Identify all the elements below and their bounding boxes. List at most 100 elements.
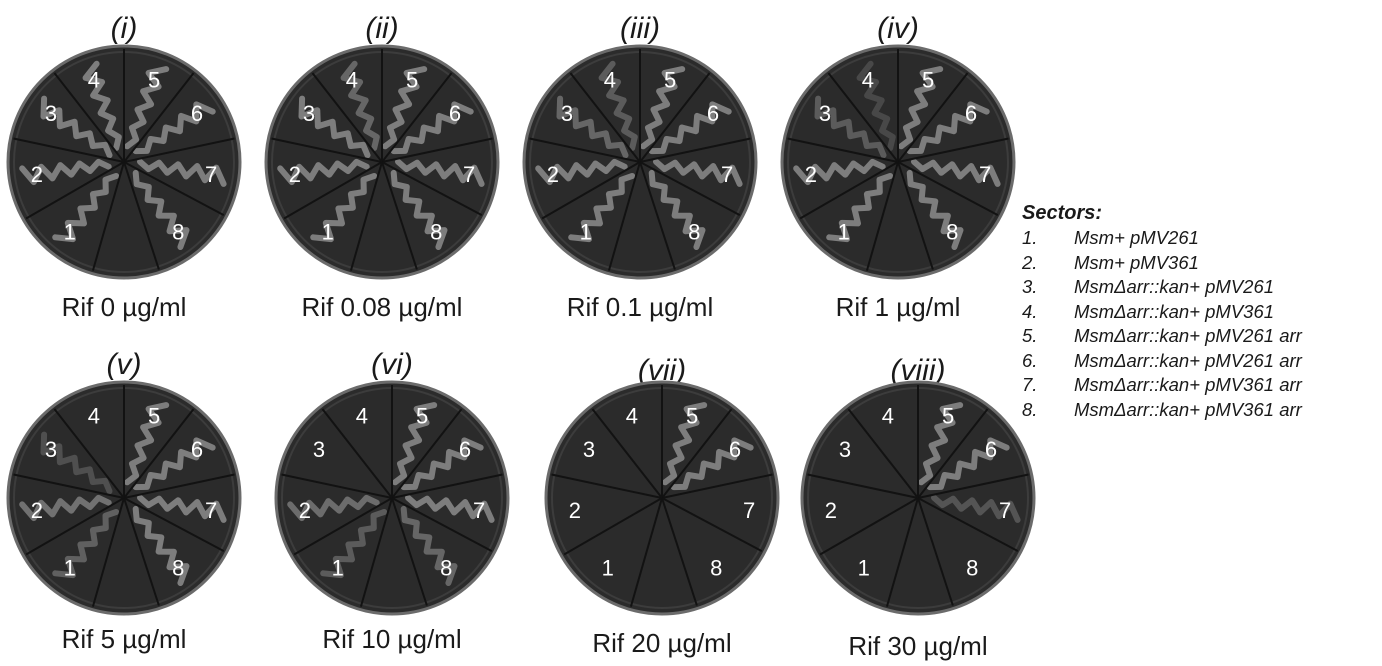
sector-number: 4 (356, 403, 368, 428)
legend-item: 5. MsmΔarr::kan+ pMV261 arr (1022, 324, 1380, 349)
sector-number: 4 (626, 403, 638, 428)
sector-number: 1 (332, 555, 344, 580)
sector-divider (381, 137, 493, 163)
sector-number: 3 (583, 437, 595, 462)
legend-item-number: 6. (1022, 349, 1038, 371)
sector-number: 8 (946, 219, 958, 244)
sector-number: 5 (686, 403, 698, 428)
sector-number: 6 (191, 437, 203, 462)
legend-item-text: Msm+ pMV361 (1074, 251, 1199, 273)
plate-panel-iii: (iii) 1 2 3 4 5 6 7 8 Rif 0.1 µg/ml (520, 0, 760, 330)
growth-streak (320, 509, 388, 579)
plate-caption: Rif 0.1 µg/ml (566, 292, 714, 322)
sector-number: 8 (172, 219, 184, 244)
legend-item-number: 4. (1022, 300, 1038, 322)
sector-number: 4 (604, 67, 616, 92)
legend-item-number: 1. (1022, 227, 1038, 248)
sector-number: 7 (205, 498, 217, 523)
sector-number: 7 (979, 162, 991, 187)
sector-divider (123, 497, 160, 606)
sector-number: 1 (64, 219, 76, 244)
plate-roman-label: (iv) (877, 12, 919, 45)
plate-roman-label: (viii) (890, 354, 946, 387)
legend-item-text: MsmΔarr::kan+ pMV361 (1074, 300, 1275, 322)
legend-item-number: 7. (1022, 374, 1038, 395)
sector-number: 7 (473, 498, 485, 523)
sector-number: 5 (148, 67, 160, 92)
plate-panel-i: (i) 1 2 3 4 5 6 7 8 Rif 0 µg/ml (4, 0, 244, 330)
sector-divider (661, 473, 773, 499)
sector-number: 2 (569, 498, 581, 523)
growth-streak (19, 494, 112, 522)
culture-plate: 1 2 3 4 5 6 7 8 (780, 44, 1016, 280)
sector-divider (885, 497, 919, 607)
sector-divider (787, 137, 899, 163)
plate-roman-label: (v) (106, 348, 142, 381)
growth-streak (124, 402, 170, 486)
sector-divider (271, 137, 383, 163)
sectors-legend: Sectors: 1. Msm+ pMV261 2. Msm+ pMV361 3. M… (1022, 200, 1380, 422)
sector-number: 5 (942, 403, 954, 428)
sector-number: 3 (561, 101, 573, 126)
growth-streak (906, 169, 964, 250)
legend-item-number: 3. (1022, 276, 1038, 297)
plate-caption: Rif 1 µg/ml (835, 292, 961, 322)
plate-caption: Rif 10 µg/ml (322, 624, 462, 654)
growth-streak (926, 437, 1010, 491)
sector-divider (563, 497, 663, 556)
sector-divider (807, 473, 919, 499)
sector-number: 2 (299, 498, 311, 523)
sector-number: 2 (805, 162, 817, 187)
plate-caption: Rif 30 µg/ml (848, 631, 988, 661)
sector-divider (349, 161, 383, 271)
sector-divider (639, 72, 711, 163)
growth-streak (598, 60, 638, 151)
sector-divider (123, 497, 225, 552)
sector-number: 3 (45, 437, 57, 462)
sector-divider (321, 408, 393, 499)
legend-item-text: MsmΔarr::kan+ pMV261 arr (1074, 349, 1302, 371)
sector-number: 8 (440, 555, 452, 580)
growth-streak (535, 158, 628, 186)
sector-divider (847, 408, 919, 499)
sector-divider (391, 473, 503, 499)
sector-number: 7 (721, 162, 733, 187)
sector-number: 1 (838, 219, 850, 244)
growth-streak (568, 173, 636, 243)
sector-divider (917, 497, 1019, 552)
legend-item: 8. MsmΔarr::kan+ pMV361 arr (1022, 398, 1380, 423)
legend-item-text: MsmΔarr::kan+ pMV361 arr (1074, 374, 1302, 395)
sector-divider (91, 161, 125, 271)
sector-number: 3 (819, 101, 831, 126)
growth-streak (826, 173, 894, 243)
growth-streak (648, 169, 706, 250)
sector-number: 4 (88, 67, 100, 92)
sector-divider (799, 161, 899, 220)
sector-divider (661, 408, 733, 499)
plate-roman-label: (vi) (371, 348, 413, 381)
sector-number: 8 (172, 555, 184, 580)
sector-divider (283, 161, 383, 220)
plate-panel-vi: (vi) 1 2 3 4 5 6 7 8 Rif 10 µg/ml (272, 336, 512, 666)
sector-number: 8 (688, 219, 700, 244)
sector-divider (917, 473, 1029, 499)
growth-streak (856, 60, 896, 151)
culture-plate: 1 2 3 4 5 6 7 8 (6, 380, 242, 616)
growth-streak (132, 169, 190, 250)
sector-number: 1 (580, 219, 592, 244)
legend-item: 3. MsmΔarr::kan+ pMV261 (1022, 275, 1380, 300)
growth-streak (670, 437, 754, 491)
growth-streak (132, 101, 216, 155)
sector-divider (827, 72, 899, 163)
sector-divider (541, 161, 641, 220)
growth-streak (137, 494, 227, 523)
sector-number: 8 (710, 555, 722, 580)
culture-plate: 1 2 3 4 5 6 7 8 (264, 44, 500, 280)
sector-divider (897, 161, 934, 270)
growth-streak (40, 95, 113, 159)
sector-divider (123, 408, 195, 499)
sector-divider (897, 72, 969, 163)
growth-streak (911, 158, 1001, 187)
growth-streak (382, 66, 428, 150)
sector-divider (607, 161, 641, 271)
